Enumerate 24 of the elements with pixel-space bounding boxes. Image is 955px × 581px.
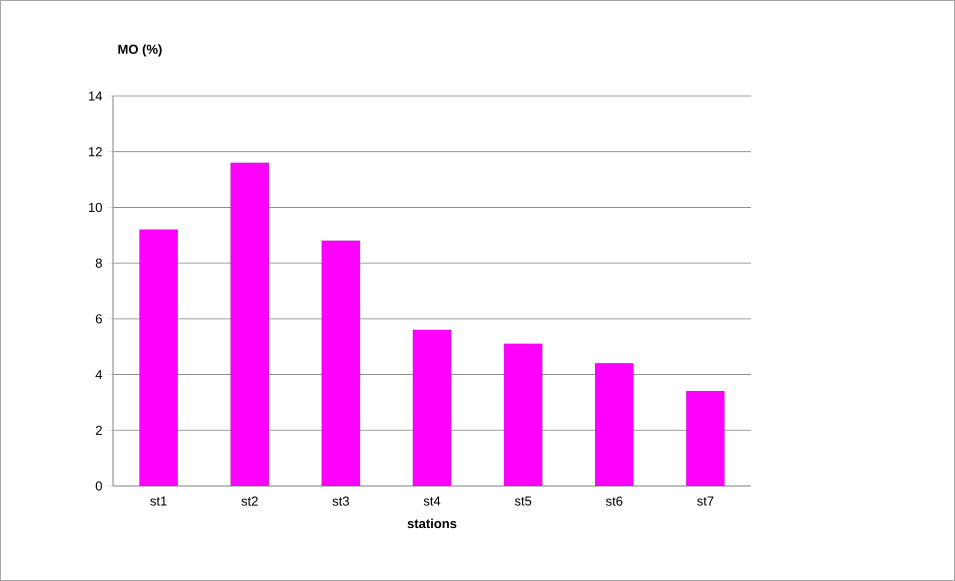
y-tick-label: 14	[89, 92, 102, 100]
y-tick-label: 8	[96, 258, 102, 268]
x-axis-title: stations	[408, 518, 456, 528]
bar	[322, 240, 360, 486]
y-axis-title: MO (%)	[118, 44, 162, 56]
x-tick-label: st1	[150, 496, 167, 506]
x-tick-label: st3	[332, 496, 349, 506]
y-tick-label: 0	[96, 481, 102, 491]
y-tick-label: 2	[96, 426, 102, 435]
bar	[504, 344, 542, 486]
y-tick-label: 12	[89, 147, 102, 156]
bar	[686, 391, 725, 486]
bar	[230, 162, 269, 486]
x-tick-label: st5	[514, 496, 532, 506]
bar	[412, 330, 452, 486]
x-tick-label: st4	[424, 496, 440, 506]
x-tick-label: st7	[697, 496, 714, 506]
y-tick-label: 4	[96, 370, 102, 380]
bar	[139, 230, 178, 486]
y-tick-label: 10	[89, 202, 102, 212]
y-tick-label: 6	[96, 314, 102, 324]
bar	[595, 363, 634, 486]
x-tick-label: st6	[606, 496, 622, 506]
x-tick-label: st2	[241, 496, 258, 506]
